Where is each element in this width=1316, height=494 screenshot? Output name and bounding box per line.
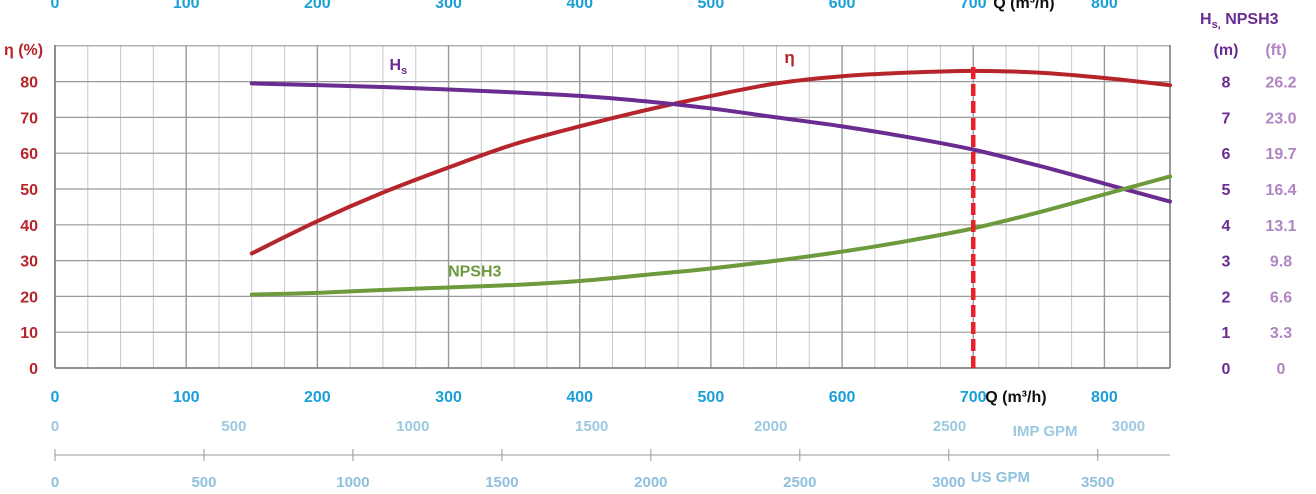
head-m-tick-label: 1	[1222, 325, 1231, 342]
eta-tick-label: 40	[20, 218, 38, 235]
imp-gpm-tick-label: 2500	[933, 418, 966, 435]
head-m-tick-label: 8	[1222, 75, 1231, 92]
us-gpm-tick-label: 2000	[634, 474, 667, 491]
flow-axis-label: Q (m³/h)	[985, 389, 1046, 406]
head-m-tick-label: 0	[1222, 361, 1231, 378]
us-gpm-tick-label: 2500	[783, 474, 816, 491]
head-ft-unit-label: (ft)	[1265, 42, 1286, 59]
head-ft-tick-label: 9.8	[1270, 254, 1292, 271]
series-label-eta: η	[784, 48, 794, 67]
head-m-tick-label: 5	[1222, 182, 1231, 199]
flow-tick-label: 800	[1091, 389, 1118, 406]
head-ft-tick-label: 19.7	[1265, 146, 1296, 163]
head-ft-tick-label: 23.0	[1265, 110, 1296, 127]
top-flow-axis-label: Q (m³/h)	[993, 0, 1054, 12]
eta-tick-label: 20	[20, 289, 38, 306]
imp-gpm-tick-label: 2000	[754, 418, 787, 435]
right-axis-title: Hs, NPSH3	[1200, 11, 1279, 31]
imp-gpm-tick-label: 1500	[575, 418, 608, 435]
top-flow-tick-label: 400	[566, 0, 593, 12]
imp-gpm-axis-label: IMP GPM	[1013, 423, 1078, 440]
us-gpm-tick-label: 500	[191, 474, 216, 491]
top-flow-tick-label: 200	[304, 0, 331, 12]
chart-grid	[54, 45, 1171, 369]
eta-tick-label: 60	[20, 146, 38, 163]
head-ft-tick-label: 6.6	[1270, 289, 1292, 306]
eta-tick-label: 50	[20, 182, 38, 199]
us-gpm-tick-label: 1000	[336, 474, 369, 491]
flow-tick-label: 100	[173, 389, 200, 406]
eta-tick-label: 10	[20, 325, 38, 342]
series-line-hs	[249, 81, 1172, 204]
imp-gpm-tick-label: 1000	[396, 418, 429, 435]
top-flow-tick-label: 100	[173, 0, 200, 12]
imp-gpm-tick-label: 0	[51, 418, 59, 435]
eta-tick-label: 80	[20, 75, 38, 92]
imp-gpm-tick-label: 500	[221, 418, 246, 435]
flow-tick-label: 500	[698, 389, 725, 406]
flow-tick-label: 300	[435, 389, 462, 406]
us-gpm-tick-label: 1500	[485, 474, 518, 491]
eta-tick-label: 30	[20, 254, 38, 271]
series-layer	[249, 67, 1172, 368]
top-flow-tick-label: 700	[960, 0, 987, 12]
head-ft-tick-label: 16.4	[1265, 182, 1296, 199]
us-gpm-tick-label: 3500	[1081, 474, 1114, 491]
top-flow-tick-label: 800	[1091, 0, 1118, 12]
head-ft-tick-label: 0	[1277, 361, 1286, 378]
imp-gpm-tick-label: 3000	[1112, 418, 1145, 435]
head-m-tick-label: 4	[1222, 218, 1231, 235]
head-m-tick-label: 6	[1222, 146, 1231, 163]
series-label-hs: Hs	[390, 57, 408, 77]
series-label-npsh3: NPSH3	[448, 264, 501, 281]
head-m-tick-label: 2	[1222, 289, 1231, 306]
head-ft-tick-label: 13.1	[1265, 218, 1296, 235]
head-m-tick-label: 7	[1222, 110, 1231, 127]
flow-tick-label: 400	[566, 389, 593, 406]
flow-tick-label: 200	[304, 389, 331, 406]
flow-tick-label: 600	[829, 389, 856, 406]
us-gpm-tick-label: 3000	[932, 474, 965, 491]
eta-tick-label: 0	[29, 361, 38, 378]
top-flow-tick-label: 300	[435, 0, 462, 12]
us-gpm-axis-label: US GPM	[971, 469, 1030, 486]
flow-tick-label: 0	[51, 389, 60, 406]
us-gpm-tick-label: 0	[51, 474, 59, 491]
top-flow-tick-label: 500	[698, 0, 725, 12]
eta-axis-label: η (%)	[4, 42, 43, 59]
head-m-unit-label: (m)	[1214, 42, 1239, 59]
eta-tick-label: 70	[20, 110, 38, 127]
head-m-tick-label: 3	[1222, 254, 1231, 271]
head-ft-tick-label: 26.2	[1265, 75, 1296, 92]
series-line-npsh	[249, 174, 1172, 297]
flow-tick-label: 700	[960, 389, 987, 406]
top-flow-tick-label: 600	[829, 0, 856, 12]
head-ft-tick-label: 3.3	[1270, 325, 1292, 342]
top-flow-tick-label: 0	[51, 0, 60, 12]
gpm-axis-lines	[54, 449, 1170, 461]
series-line-eta	[249, 68, 1172, 256]
